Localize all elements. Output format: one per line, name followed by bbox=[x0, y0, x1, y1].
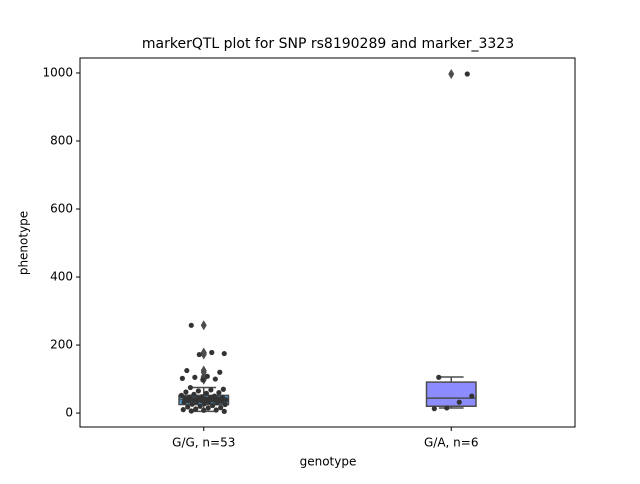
strip-point bbox=[201, 407, 207, 413]
outlier bbox=[448, 68, 455, 79]
y-tick-label: 400 bbox=[50, 270, 73, 284]
strip-point bbox=[469, 393, 475, 399]
y-tick-label: 1000 bbox=[42, 65, 73, 79]
strip-point bbox=[217, 369, 223, 375]
strip-point bbox=[205, 405, 211, 411]
x-tick-label: G/A, n=6 bbox=[424, 436, 478, 450]
y-tick-label: 600 bbox=[50, 202, 73, 216]
outlier bbox=[200, 320, 207, 331]
box bbox=[425, 381, 477, 408]
strip-point bbox=[218, 398, 225, 404]
strip-point bbox=[218, 405, 224, 411]
y-tick-label: 0 bbox=[65, 406, 73, 420]
strip-point bbox=[210, 397, 217, 403]
strip-point bbox=[464, 71, 470, 77]
strip-point bbox=[191, 391, 197, 397]
strip-point bbox=[221, 408, 227, 414]
strip-point bbox=[180, 407, 186, 413]
outlier bbox=[200, 347, 207, 358]
strip-point bbox=[209, 349, 215, 356]
strip-point bbox=[214, 400, 220, 406]
strip-point bbox=[213, 407, 219, 413]
strip-point bbox=[193, 406, 199, 412]
strip-point bbox=[184, 367, 190, 374]
strip-point bbox=[210, 402, 216, 409]
strip-point bbox=[195, 388, 202, 394]
strip-point bbox=[204, 373, 210, 379]
strip-point bbox=[203, 390, 210, 396]
strip-point bbox=[188, 408, 194, 414]
strip-point bbox=[198, 397, 204, 404]
strip-point bbox=[194, 399, 200, 405]
strip-point bbox=[196, 351, 202, 358]
strip-point bbox=[436, 374, 442, 380]
strip-point bbox=[200, 377, 206, 383]
strip-point bbox=[211, 393, 218, 399]
plot-frame bbox=[79, 57, 576, 428]
strip-point bbox=[179, 375, 185, 381]
strip-point bbox=[178, 392, 185, 398]
strip-point bbox=[222, 401, 228, 408]
strip-point bbox=[181, 399, 187, 405]
strip-point bbox=[202, 400, 208, 407]
chart-title: markerQTL plot for SNP rs8190289 and mar… bbox=[142, 36, 514, 52]
x-axis-label: genotype bbox=[300, 455, 357, 469]
strip-point bbox=[221, 350, 227, 357]
strip-point bbox=[212, 376, 218, 382]
strip-point bbox=[186, 398, 192, 404]
strip-point bbox=[206, 398, 212, 405]
strip-point bbox=[188, 322, 194, 328]
strip-point bbox=[216, 390, 222, 396]
strip-point bbox=[183, 389, 189, 395]
y-tick-label: 800 bbox=[50, 133, 73, 147]
strip-point bbox=[192, 374, 198, 380]
strip-point bbox=[223, 397, 229, 403]
strip-point bbox=[187, 384, 193, 391]
strip-point bbox=[220, 386, 226, 392]
strip-point bbox=[189, 401, 195, 407]
strip-point bbox=[444, 405, 450, 411]
outlier bbox=[200, 365, 207, 376]
y-axis-label: phenotype bbox=[17, 211, 31, 275]
y-tick-label: 200 bbox=[50, 338, 73, 352]
strip-point bbox=[197, 403, 203, 409]
x-tick-label: G/G, n=53 bbox=[172, 436, 235, 450]
strip-point bbox=[431, 406, 437, 412]
strip-point bbox=[208, 387, 214, 393]
strip-point bbox=[185, 404, 191, 410]
strip-point bbox=[456, 399, 462, 405]
